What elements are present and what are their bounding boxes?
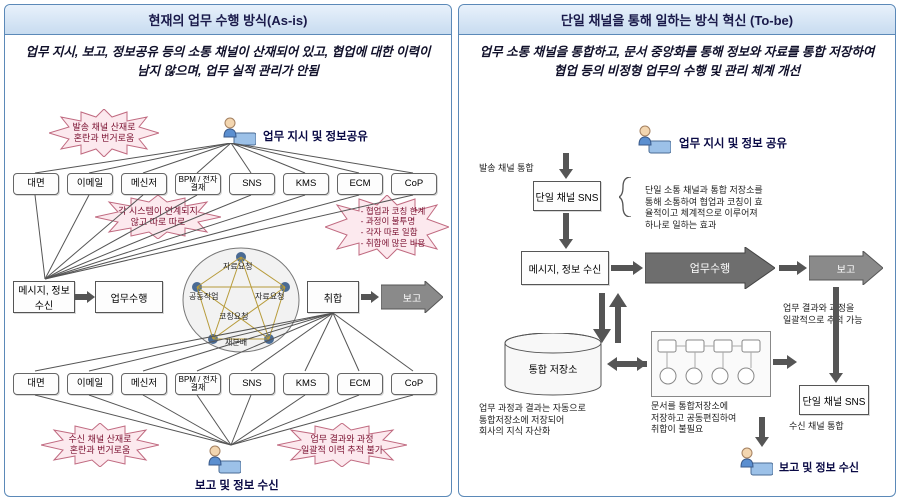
flow-report: 보고 bbox=[381, 281, 443, 313]
chan-box: ECM bbox=[337, 373, 383, 395]
arrow-icon bbox=[361, 291, 379, 303]
burst-merge: - 협업과 코칭 한계 - 과정이 불투명 - 각자 따로 일함 - 취합에 많… bbox=[325, 195, 449, 259]
asis-panel: 현재의 업무 수행 방식(As-is) 업무 지시, 보고, 정보공유 등의 소… bbox=[4, 4, 452, 497]
person-icon bbox=[205, 443, 241, 475]
arrow-icon bbox=[75, 291, 95, 303]
chan-box: BPM / 전자결재 bbox=[175, 373, 221, 395]
chan-box: SNS bbox=[229, 373, 275, 395]
tobe-desc: 업무 소통 채널을 통합하고, 문서 중앙화를 통해 정보와 자료를 통합 저장… bbox=[459, 35, 895, 91]
arrow-down-icon bbox=[829, 287, 843, 383]
network-circle: 자료요청 공동작업 자료요청 코칭요청 재분배 bbox=[181, 245, 301, 355]
brace-icon bbox=[619, 177, 633, 217]
lbl-send: 발송 채널 통합 bbox=[479, 163, 534, 175]
person-icon bbox=[635, 123, 671, 155]
arrow-down-icon bbox=[559, 153, 573, 179]
chan-box: 이메일 bbox=[67, 173, 113, 195]
burst-inter: 각 시스템이 연계되지 않고 따로 따로 bbox=[95, 195, 221, 239]
arrow-right-icon bbox=[611, 261, 643, 275]
store-cylinder: 통합 저장소 bbox=[503, 333, 603, 397]
burst-recv: 수신 채널 산재로 혼란과 번거로움 bbox=[41, 423, 159, 467]
note-store: 업무 과정과 결과는 자동으로 통합저장소에 저장되어 회사의 지식 자산화 bbox=[479, 403, 629, 438]
tobe-title: 단일 채널을 통해 일하는 방식 혁신 (To-be) bbox=[459, 5, 895, 35]
tobe-top-caption: 업무 지시 및 정보 공유 bbox=[679, 135, 787, 151]
chan-box: ECM bbox=[337, 173, 383, 195]
chan-box: BPM / 전자결재 bbox=[175, 173, 221, 195]
person-icon bbox=[220, 115, 256, 147]
chan-box: 메신저 bbox=[121, 373, 167, 395]
chan-box: CoP bbox=[391, 373, 437, 395]
chan-box: SNS bbox=[229, 173, 275, 195]
arrow-right-icon bbox=[773, 355, 797, 369]
net-label: 코칭요청 bbox=[219, 311, 248, 322]
net-label: 공동작업 bbox=[189, 291, 218, 302]
arrow-down-icon bbox=[559, 213, 573, 249]
asis-desc: 업무 지시, 보고, 정보공유 등의 소통 채널이 산재되어 있고, 협업에 대… bbox=[5, 35, 451, 91]
double-arrow-h-icon bbox=[607, 355, 647, 373]
chan-box: KMS bbox=[283, 373, 329, 395]
tobe-panel: 단일 채널을 통해 일하는 방식 혁신 (To-be) 업무 소통 채널을 통합… bbox=[458, 4, 896, 497]
person-icon bbox=[737, 445, 773, 477]
net-label: 재분배 bbox=[225, 337, 247, 348]
chan-box: 대면 bbox=[13, 373, 59, 395]
note-edit: 문서를 통합저장소에 저장하고 공동편집하여 취합이 불필요 bbox=[651, 401, 771, 436]
chan-box: CoP bbox=[391, 173, 437, 195]
exec-arrow: 업무수행 bbox=[645, 247, 775, 289]
report-arrow: 보고 bbox=[809, 251, 883, 285]
sns-bottom-box: 단일 채널 SNS bbox=[799, 385, 869, 415]
asis-title: 현재의 업무 수행 방식(As-is) bbox=[5, 5, 451, 35]
tobe-bottom-caption: 보고 및 정보 수신 bbox=[779, 459, 859, 475]
arrow-right-icon bbox=[779, 261, 807, 275]
sns-top-box: 단일 채널 SNS bbox=[533, 181, 601, 211]
chan-box: 이메일 bbox=[67, 373, 113, 395]
arrow-down-icon bbox=[755, 417, 769, 447]
chan-box: KMS bbox=[283, 173, 329, 195]
store-label: 통합 저장소 bbox=[503, 361, 603, 376]
chan-box: 메신저 bbox=[121, 173, 167, 195]
net-label: 자료요청 bbox=[223, 261, 252, 272]
burst-result: 업무 결과와 과정 일괄적 이력 추적 불가 bbox=[277, 423, 407, 467]
asis-bottom-caption: 보고 및 정보 수신 bbox=[195, 477, 279, 493]
flow-msg: 메시지, 정보 수신 bbox=[13, 281, 75, 313]
flow-exec: 업무수행 bbox=[95, 281, 163, 313]
burst-send: 발송 채널 산재로 혼란과 번거로움 bbox=[49, 109, 159, 157]
mini-process bbox=[651, 331, 771, 397]
msg-box: 메시지, 정보 수신 bbox=[521, 251, 609, 285]
lbl-recv: 수신 채널 통합 bbox=[789, 421, 844, 433]
chan-box: 대면 bbox=[13, 173, 59, 195]
note-exec: 단일 소통 채널과 통합 저장소를 통해 소통하여 협업과 코칭이 효 율적이고… bbox=[645, 185, 845, 232]
flow-merge: 취합 bbox=[307, 281, 359, 313]
asis-top-caption: 업무 지시 및 정보공유 bbox=[263, 128, 368, 144]
net-label: 자료요청 bbox=[255, 291, 284, 302]
